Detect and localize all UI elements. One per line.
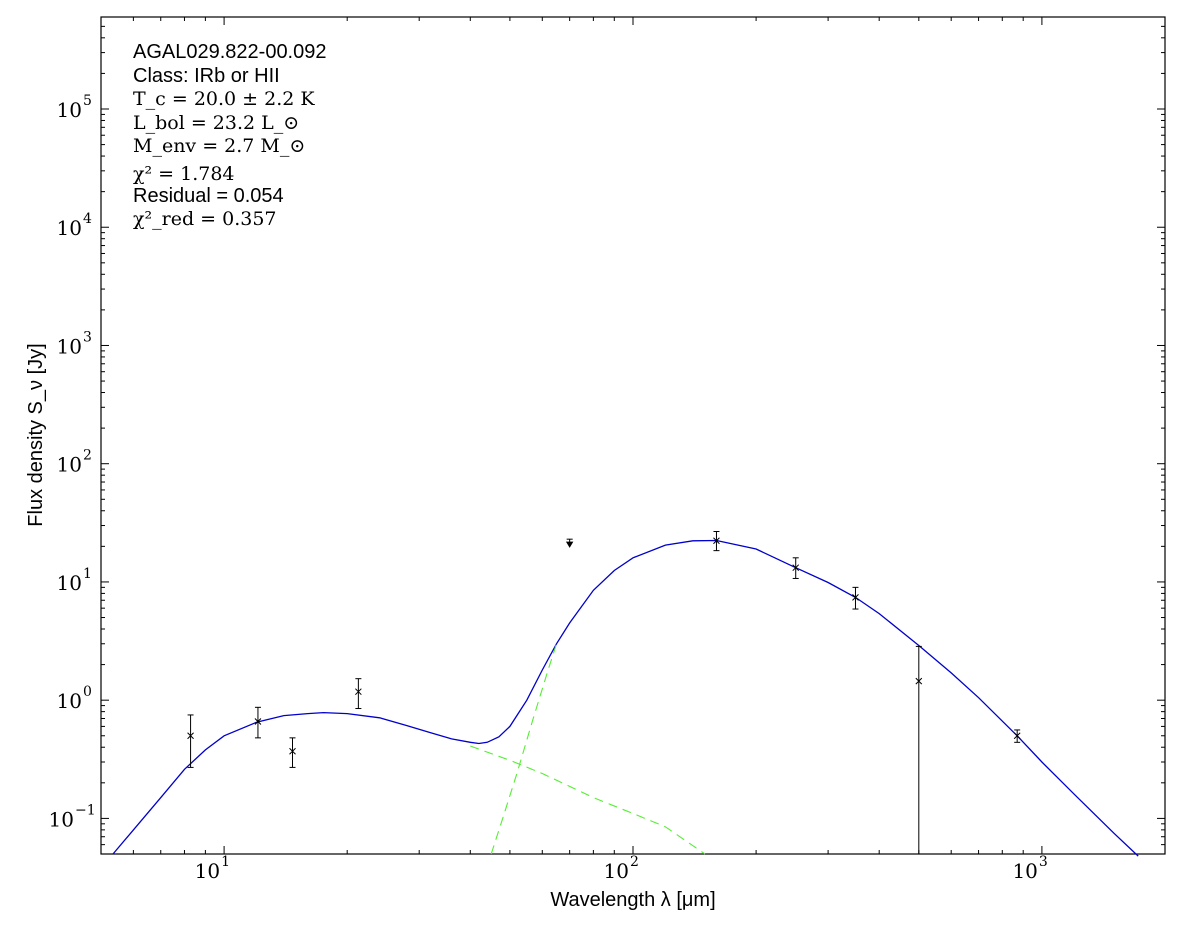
annotation-tc: T_c = 20.0 ± 2.2 K bbox=[133, 88, 315, 110]
model-curves bbox=[112, 539, 1139, 857]
x-tick-label-exp: 1 bbox=[221, 854, 230, 870]
tick-labels: 10 1 10 2 10 310 −110 010 110 210 310 410 5 bbox=[49, 93, 1048, 883]
data-point-marker bbox=[915, 677, 923, 685]
x-tick-label-exp: 2 bbox=[630, 854, 639, 870]
annotation-chi2: χ² = 1.784 bbox=[133, 163, 235, 185]
y-tick-label-base: 10 bbox=[57, 334, 82, 358]
annotation-class: Class: IRb or HII bbox=[133, 65, 280, 87]
y-tick-label-exp: 0 bbox=[83, 684, 92, 700]
y-tick-label-base: 10 bbox=[57, 216, 82, 240]
y-tick-label-base: 10 bbox=[57, 453, 82, 477]
x-tick-label-base: 10 bbox=[604, 859, 629, 883]
data-point-marker bbox=[254, 718, 262, 725]
x-tick-label-base: 10 bbox=[1012, 859, 1037, 883]
annotation-lbol: L_bol = 23.2 L_⊙ bbox=[133, 112, 299, 134]
x-tick-label-base: 10 bbox=[195, 859, 220, 883]
model-fit-curve bbox=[112, 539, 1139, 857]
data-point-marker bbox=[792, 564, 800, 572]
annotation-block: AGAL029.822-00.092 Class: IRb or HII T_c… bbox=[133, 41, 327, 230]
y-tick-label-exp: 1 bbox=[83, 566, 92, 582]
component-curve bbox=[490, 643, 558, 855]
y-tick-label-exp: 2 bbox=[83, 448, 92, 464]
annotation-source: AGAL029.822-00.092 bbox=[133, 41, 327, 63]
x-tick-label-exp: 3 bbox=[1039, 854, 1048, 870]
data-point-marker bbox=[289, 747, 296, 755]
y-tick-label-base: 10 bbox=[49, 807, 74, 831]
data-point-marker bbox=[187, 732, 194, 740]
y-tick-label-exp: 4 bbox=[83, 211, 92, 227]
x-axis-label: Wavelength λ [μm] bbox=[550, 889, 715, 911]
y-axis-label: Flux density S_ν [Jy] bbox=[25, 343, 47, 526]
axis-ticks bbox=[100, 16, 1166, 855]
upper-limit-arrow bbox=[565, 541, 574, 548]
component-curve bbox=[470, 745, 706, 855]
data-point-marker bbox=[713, 537, 720, 545]
annotation-menv: M_env = 2.7 M_⊙ bbox=[133, 135, 305, 157]
y-tick-label-base: 10 bbox=[57, 571, 82, 595]
y-tick-label-exp: 5 bbox=[83, 93, 92, 109]
data-points bbox=[187, 531, 1021, 854]
y-tick-label-base: 10 bbox=[57, 98, 82, 122]
data-point-marker bbox=[1013, 732, 1021, 740]
data-point-marker bbox=[355, 688, 362, 696]
y-tick-label-base: 10 bbox=[57, 689, 82, 713]
annotation-residual: Residual = 0.054 bbox=[133, 185, 284, 207]
data-point-marker bbox=[852, 594, 859, 601]
y-tick-label-exp: 3 bbox=[83, 329, 92, 345]
annotation-chi2-red: χ²_red = 0.357 bbox=[133, 208, 277, 230]
y-tick-label-exp: −1 bbox=[75, 802, 96, 818]
